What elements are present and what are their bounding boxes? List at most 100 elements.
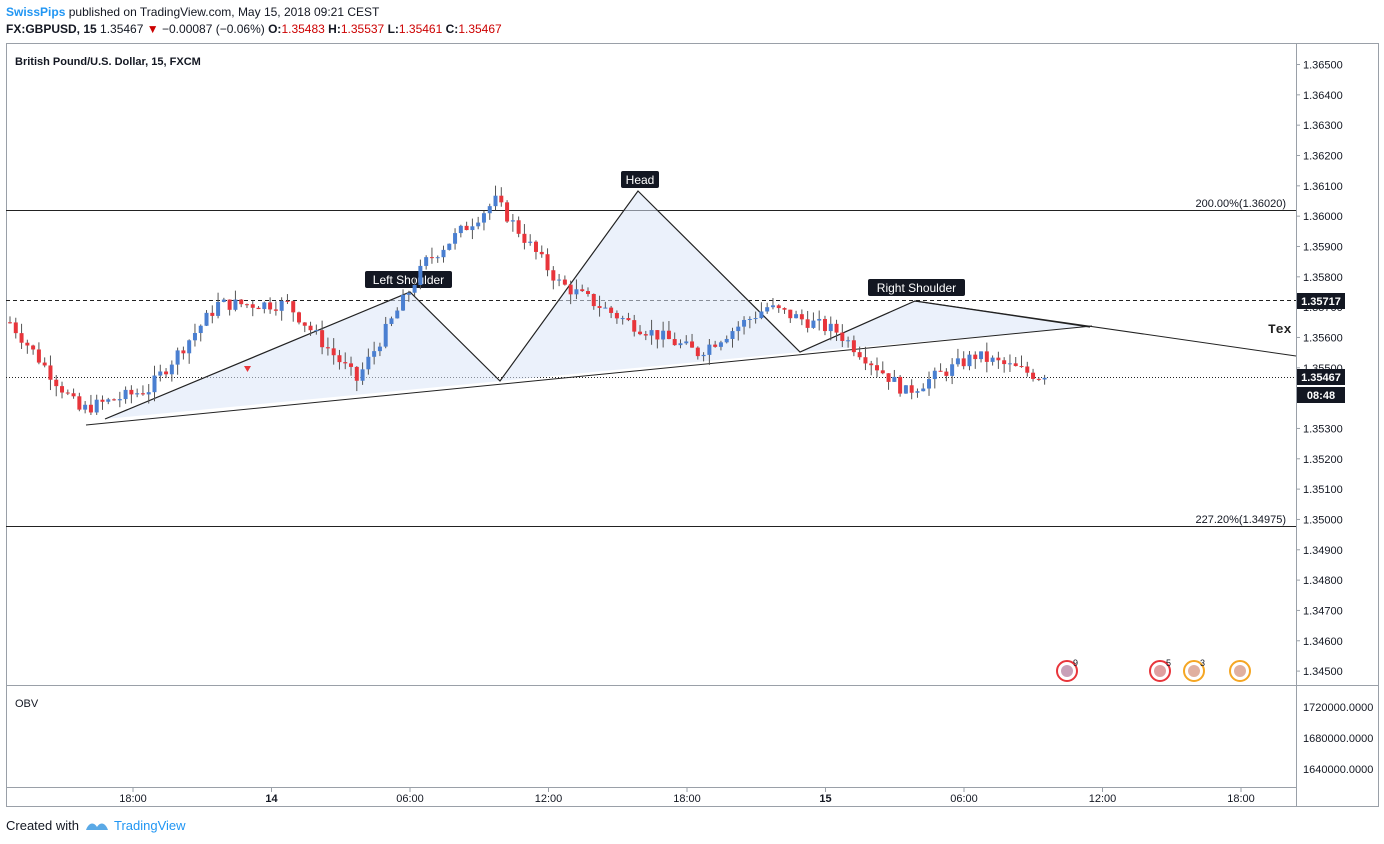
candle-down[interactable] [909,385,914,393]
event-badge-us-plain[interactable] [1229,660,1251,682]
candle-up[interactable] [360,369,365,381]
candle-down[interactable] [164,371,169,375]
candle-up[interactable] [198,325,203,334]
candle-up[interactable] [730,331,735,339]
candle-up[interactable] [701,354,706,357]
candle-down[interactable] [609,307,614,313]
candle-up[interactable] [661,330,666,340]
candle-up[interactable] [146,392,151,395]
candle-down[interactable] [112,399,117,401]
candle-down[interactable] [875,365,879,371]
candle-down[interactable] [851,340,856,353]
candle-up[interactable] [117,399,122,401]
candle-up[interactable] [279,300,284,311]
candle-down[interactable] [291,301,296,313]
candle-down[interactable] [8,322,12,324]
candle-up[interactable] [1042,377,1047,380]
candle-up[interactable] [620,318,625,320]
candle-down[interactable] [822,318,827,332]
candle-down[interactable] [551,270,556,281]
candle-up[interactable] [724,338,729,343]
candle-down[interactable] [302,322,307,326]
candle-down[interactable] [36,349,41,363]
candle-up[interactable] [152,375,157,393]
candle-up[interactable] [314,330,319,332]
candle-down[interactable] [805,319,810,328]
candle-up[interactable] [383,323,388,347]
candle-down[interactable] [429,257,434,259]
candle-up[interactable] [175,350,180,365]
candle-down[interactable] [129,389,134,395]
candle-down[interactable] [626,318,631,321]
candle-down[interactable] [88,404,93,413]
candle-up[interactable] [753,318,758,320]
candle-down[interactable] [1002,360,1007,365]
candle-down[interactable] [863,357,868,364]
candle-up[interactable] [828,323,833,332]
candle-down[interactable] [643,334,648,336]
candle-up[interactable] [557,279,562,281]
candle-up[interactable] [106,399,111,402]
candle-up[interactable] [955,358,960,365]
candle-up[interactable] [447,243,452,250]
candle-up[interactable] [574,289,579,295]
candle-down[interactable] [597,306,602,308]
candle-up[interactable] [377,346,382,352]
candle-down[interactable] [938,370,943,372]
candle-up[interactable] [458,225,463,234]
candle-down[interactable] [580,289,585,292]
candle-down[interactable] [140,393,145,395]
price-axis[interactable]: 1.36500 1.36400 1.36300 1.36200 1.36100 1.360… [1296,60,1343,679]
candle-up[interactable] [221,299,226,302]
candle-up[interactable] [372,351,377,357]
candle-down[interactable] [100,399,105,402]
candle-down[interactable] [25,342,30,346]
candle-down[interactable] [782,308,787,310]
candle-down[interactable] [77,396,82,410]
candle-down[interactable] [464,225,469,231]
candle-up[interactable] [192,333,197,341]
candle-down[interactable] [799,314,804,320]
candle-down[interactable] [273,309,278,311]
candle-down[interactable] [944,371,949,376]
candle-up[interactable] [233,299,238,310]
candle-up[interactable] [967,354,972,367]
candle-down[interactable] [869,363,874,366]
candle-down[interactable] [973,354,978,360]
candle-down[interactable] [655,330,660,340]
candle-down[interactable] [834,323,839,333]
candle-down[interactable] [31,345,36,350]
candle-up[interactable] [406,292,411,295]
candle-up[interactable] [817,318,822,321]
candle-down[interactable] [181,350,186,354]
candle-down[interactable] [1036,378,1041,380]
candle-up[interactable] [950,364,955,376]
candle-down[interactable] [545,254,550,271]
event-badge-us-red[interactable]: 5 [1149,658,1171,682]
candle-up[interactable] [684,341,689,344]
candle-up[interactable] [470,226,475,231]
candle-up[interactable] [892,376,897,382]
tradingview-link[interactable]: TradingView [85,818,186,833]
candle-down[interactable] [614,312,619,319]
candle-down[interactable] [961,358,966,367]
candle-down[interactable] [325,347,330,349]
candle-up[interactable] [927,379,932,389]
candle-down[interactable] [320,330,325,348]
candle-down[interactable] [13,322,18,334]
candle-up[interactable] [770,305,775,308]
candle-down[interactable] [227,299,232,310]
candle-down[interactable] [354,366,359,381]
time-axis[interactable]: 18:00 14 06:00 12:00 18:00 15 06:00 12:00 18:00 [119,788,1255,805]
candle-up[interactable] [169,364,174,375]
candle-up[interactable] [510,220,515,222]
candle-up[interactable] [395,310,400,319]
candle-up[interactable] [846,340,851,342]
candle-down[interactable] [886,373,891,382]
candle-up[interactable] [135,393,140,395]
candle-down[interactable] [1019,366,1024,368]
candle-down[interactable] [695,347,700,357]
candle-up[interactable] [678,343,683,346]
candle-down[interactable] [568,284,573,295]
candle-up[interactable] [718,342,723,347]
